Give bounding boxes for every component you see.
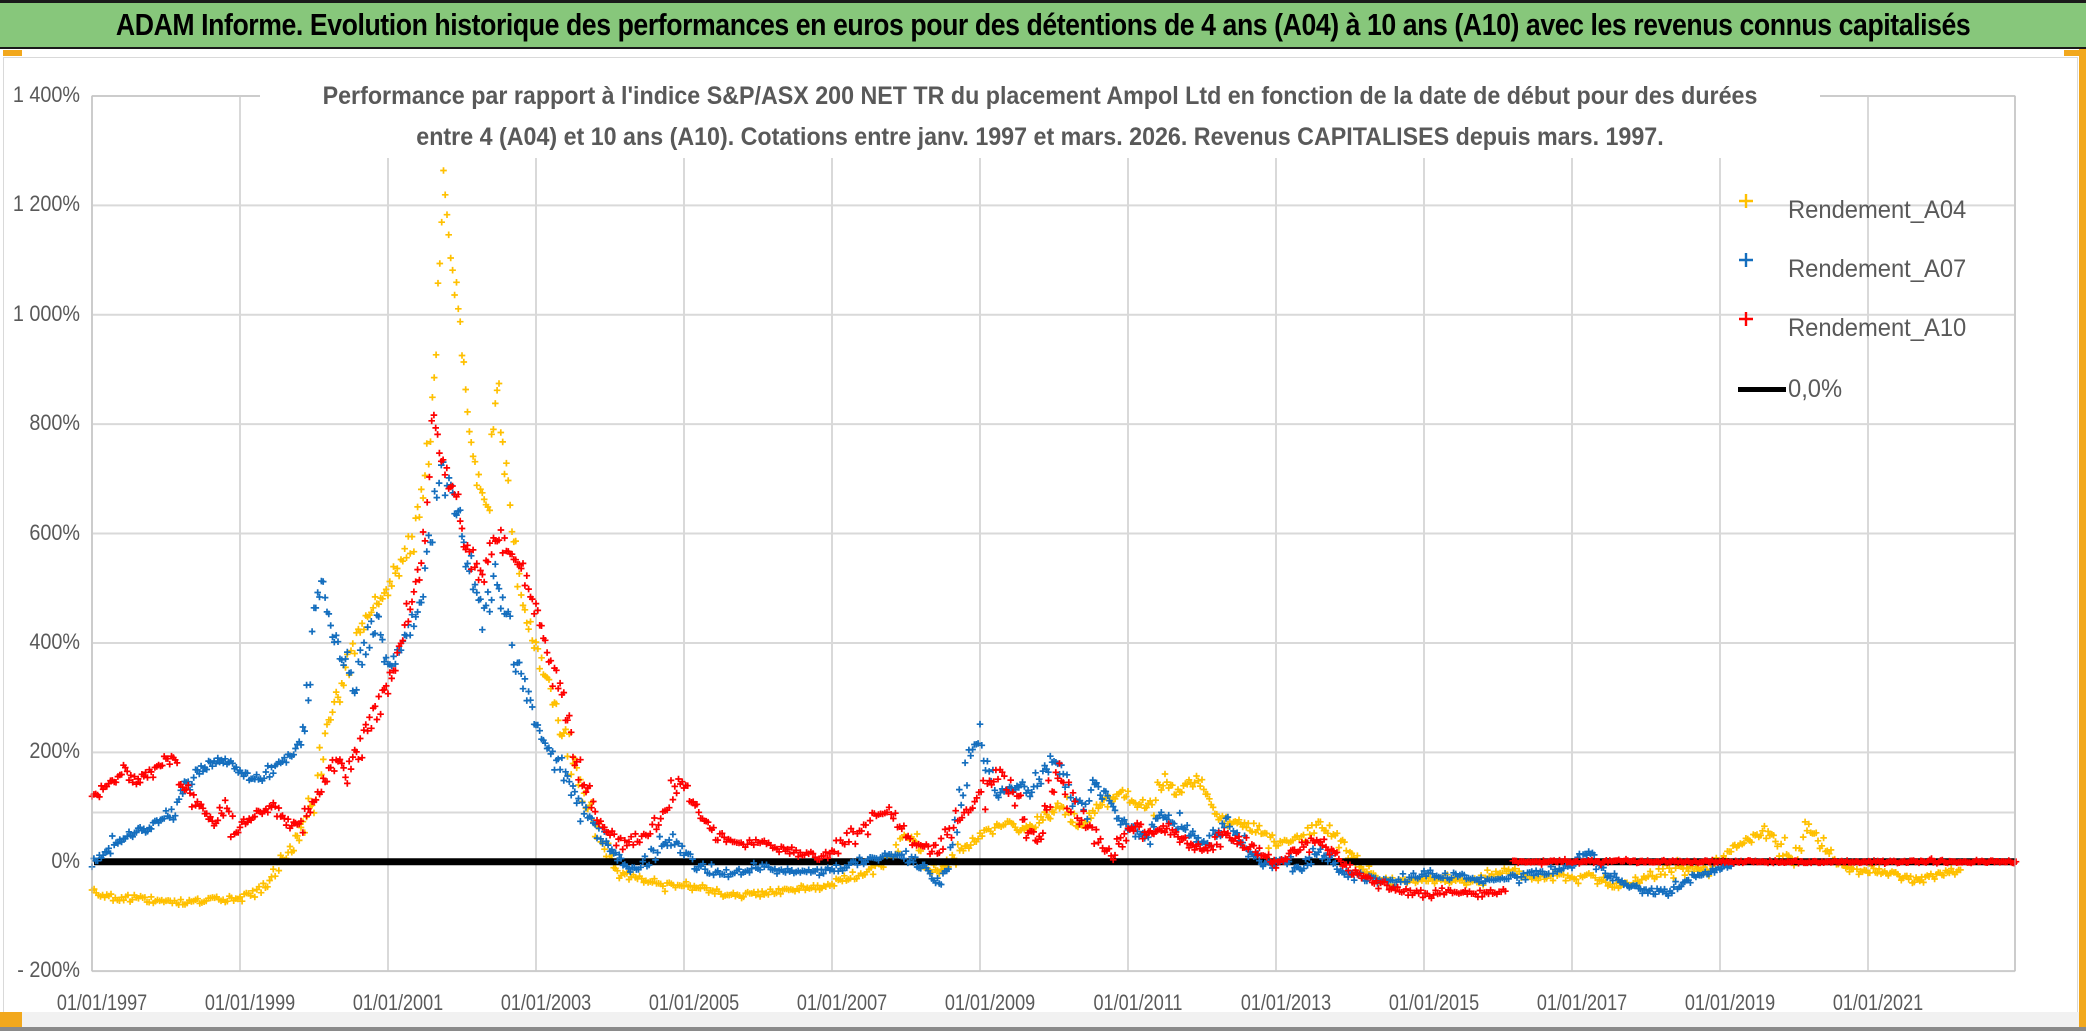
- sheet-bottom-strip: [0, 1012, 2086, 1027]
- y-tick-label: 200%: [29, 738, 80, 764]
- y-tick-label: 1 400%: [12, 82, 80, 108]
- page-title-banner: ADAM Informe. Evolution historique des p…: [0, 0, 2086, 49]
- sheet-edge-top-left: [3, 50, 22, 56]
- sheet-edge-top-right: [2064, 50, 2083, 56]
- series-a10-zero-tail: [1509, 855, 2020, 868]
- legend-label: Rendement_A07: [1788, 254, 1967, 283]
- x-tick-label: 01/01/1999: [204, 990, 296, 1015]
- x-tick-label: 01/01/1997: [56, 990, 148, 1015]
- y-tick-label: 1 200%: [12, 191, 80, 217]
- x-tick-label: 01/01/2013: [1240, 990, 1332, 1015]
- y-tick-label: - 200%: [17, 957, 80, 983]
- sheet-edge-bottom-left: [0, 1012, 22, 1027]
- x-tick-label: 01/01/2017: [1536, 990, 1628, 1015]
- x-tick-label: 01/01/2001: [352, 990, 444, 1015]
- chart-title: Performance par rapport à l'indice S&P/A…: [260, 76, 1820, 158]
- y-tick-label: 400%: [29, 628, 80, 654]
- series-a04: [88, 167, 1964, 908]
- page-title: ADAM Informe. Evolution historique des p…: [115, 7, 1971, 42]
- legend-label: Rendement_A10: [1788, 313, 1967, 342]
- x-tick-label: 01/01/2003: [500, 990, 592, 1015]
- chart-title-line2: entre 4 (A04) et 10 ans (A10). Cotations…: [416, 123, 1664, 151]
- x-tick-label: 01/01/2015: [1388, 990, 1480, 1015]
- line-marker-icon: [1738, 386, 1786, 392]
- x-tick-label: 01/01/2009: [944, 990, 1036, 1015]
- x-tick-label: 01/01/2011: [1093, 990, 1183, 1015]
- legend-label: 0,0%: [1788, 374, 1843, 403]
- x-tick-label: 01/01/2021: [1832, 990, 1924, 1015]
- legend-item-a10: Rendement_A10: [1738, 311, 1976, 345]
- sheet-edge-right: [2079, 49, 2086, 1027]
- legend-label: Rendement_A04: [1788, 195, 1967, 224]
- y-tick-label: 0%: [51, 847, 80, 873]
- series-a07: [88, 458, 1735, 899]
- y-tick-label: 600%: [29, 519, 80, 545]
- legend-item-a07: Rendement_A07: [1738, 252, 1976, 286]
- y-tick-label: 800%: [29, 410, 80, 436]
- x-tick-label: 01/01/2005: [648, 990, 740, 1015]
- chart-title-line1: Performance par rapport à l'indice S&P/A…: [322, 82, 1758, 110]
- legend-item-a04: Rendement_A04: [1738, 193, 1976, 227]
- sheet-bottom-border: [0, 1027, 2086, 1031]
- legend-item-zero-line: 0,0%: [1738, 372, 1845, 406]
- x-tick-label: 01/01/2007: [796, 990, 888, 1015]
- x-tick-label: 01/01/2019: [1684, 990, 1776, 1015]
- y-tick-label: 1 000%: [12, 300, 80, 326]
